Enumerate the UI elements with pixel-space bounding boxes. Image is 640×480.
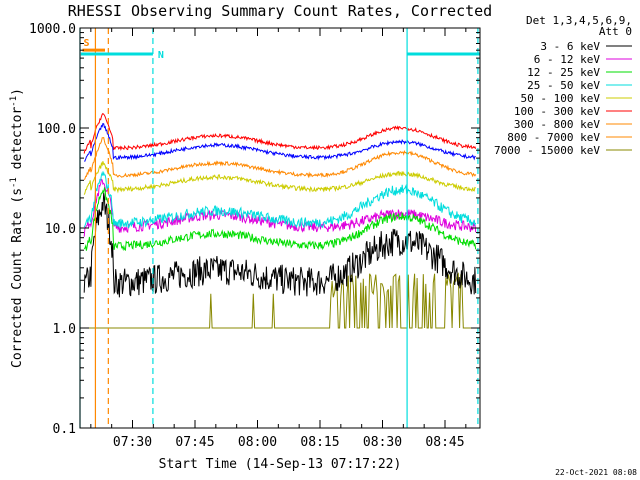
series-50-100-kev bbox=[83, 161, 476, 195]
series-12-25-kev bbox=[83, 186, 477, 252]
x-tick-label: 08:15 bbox=[300, 435, 339, 450]
series-6-12-kev bbox=[83, 178, 477, 237]
legend-entry-label: 800 - 7000 keV bbox=[507, 131, 600, 144]
legend-entry-label: 3 - 6 keV bbox=[540, 40, 600, 53]
legend-header-line-2: Att 0 bbox=[599, 25, 632, 38]
x-tick-label: 08:45 bbox=[425, 435, 464, 450]
legend-entry-label: 100 - 300 keV bbox=[514, 105, 600, 118]
flag-label: N bbox=[158, 50, 164, 61]
x-tick-label: 07:45 bbox=[175, 435, 214, 450]
chart-title: RHESSI Observing Summary Count Rates, Co… bbox=[68, 2, 492, 20]
timestamp: 22-Oct-2021 08:08 bbox=[555, 468, 637, 477]
legend-entry-label: 25 - 50 keV bbox=[527, 79, 600, 92]
legend-entry-label: 12 - 25 keV bbox=[527, 66, 600, 79]
series-3-6-kev bbox=[83, 192, 477, 298]
series-blue-channel bbox=[84, 122, 476, 162]
y-axis-label: Corrected Count Rate (s-1 detector-1) bbox=[9, 88, 25, 368]
x-axis: 07:30 07:45 08:00 08:15 08:30 08:45 bbox=[90, 28, 467, 450]
plot-frame bbox=[79, 27, 481, 429]
x-tick-label: 08:00 bbox=[238, 435, 277, 450]
y-tick-label: 0.1 bbox=[53, 422, 76, 437]
legend-entry-label: 300 - 800 keV bbox=[514, 118, 600, 131]
y-tick-label: 1.0 bbox=[53, 322, 76, 337]
legend-header-line-1: Det 1,3,4,5,6,9, bbox=[526, 14, 632, 27]
y-tick-label: 1000.0 bbox=[29, 22, 76, 37]
series-300-800-kev bbox=[83, 137, 477, 180]
legend-entry-label: 50 - 100 keV bbox=[521, 92, 601, 105]
legend-entry-label: 7000 - 15000 keV bbox=[494, 144, 600, 157]
x-axis-label: Start Time (14-Sep-13 07:17:22) bbox=[159, 457, 402, 472]
x-tick-label: 07:30 bbox=[113, 435, 152, 450]
legend-entry-label: 6 - 12 keV bbox=[534, 53, 601, 66]
series-100-300-kev bbox=[83, 112, 477, 154]
series-7000-15000-kev bbox=[82, 272, 476, 329]
y-tick-label: 100.0 bbox=[37, 122, 76, 137]
series-25-50-kev bbox=[83, 170, 477, 229]
plot-area: SN bbox=[79, 28, 480, 428]
flag-label: S bbox=[84, 38, 90, 49]
y-axis: 0.1 1.0 10.0 100.0 1000.0 bbox=[29, 22, 480, 437]
x-tick-label: 08:30 bbox=[363, 435, 402, 450]
y-tick-label: 10.0 bbox=[45, 222, 76, 237]
